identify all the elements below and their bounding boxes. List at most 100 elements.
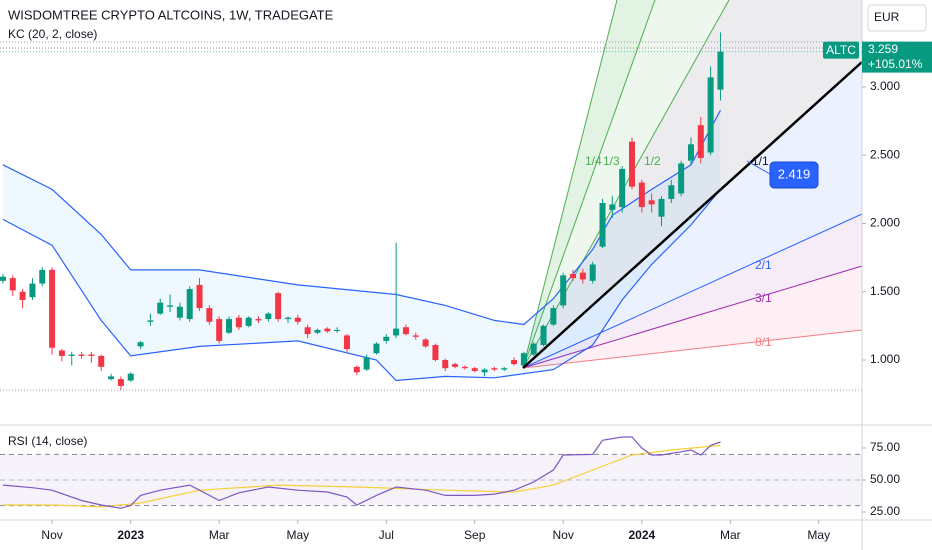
x-tick-label: Nov — [41, 528, 62, 542]
candle-body — [284, 317, 291, 320]
price-layer — [0, 32, 724, 391]
price-marker: 2.419 — [778, 166, 811, 181]
fan-line — [522, 265, 863, 369]
currency-button[interactable] — [867, 4, 927, 32]
fan-label: 1/4 — [585, 154, 602, 168]
y-tick-label: 3.000 — [870, 79, 900, 93]
candle-body — [412, 335, 419, 337]
price-marker-box[interactable] — [769, 161, 819, 189]
candle-body — [265, 313, 272, 320]
candle-body — [648, 200, 655, 205]
candle-body — [540, 325, 547, 345]
fan-line-1-1 — [522, 61, 863, 369]
candle-body — [127, 373, 134, 381]
x-tick-label: Mar — [720, 528, 741, 542]
candle-body — [550, 308, 557, 325]
candle-body — [373, 343, 380, 354]
fan-line — [522, 213, 863, 369]
candle-body — [393, 328, 400, 336]
candle-body — [678, 163, 685, 194]
candle-body — [619, 168, 626, 208]
fan-label: 1/2 — [644, 154, 661, 168]
candle-body — [176, 306, 183, 318]
change: +105.01% — [868, 57, 923, 71]
candle-body — [117, 379, 124, 386]
candle-body — [599, 203, 606, 247]
candle-body — [324, 328, 331, 332]
candle-body — [658, 198, 665, 217]
candle-body — [481, 369, 488, 373]
candle-body — [629, 141, 636, 187]
candle-body — [294, 317, 301, 322]
candle-body — [452, 364, 459, 367]
candle-body — [471, 368, 478, 371]
symbol: ALTC — [826, 43, 856, 57]
candle-body — [235, 317, 242, 328]
y-tick-label: 1.500 — [870, 284, 900, 298]
y-tick-label: 1.000 — [870, 352, 900, 366]
fan-label: 8/1 — [755, 335, 772, 349]
rsi-band — [0, 454, 862, 506]
x-tick-label: Mar — [209, 528, 230, 542]
fan-labels: 1/4 1/3 1/2 1/1 2/1 3/1 8/1 — [585, 154, 772, 349]
candle-body — [707, 77, 714, 153]
fan-label: 1/3 — [603, 154, 620, 168]
marker-leader — [746, 160, 771, 175]
candle-body — [363, 357, 370, 370]
candle-body — [68, 354, 75, 356]
candle-body — [196, 284, 203, 309]
y-tick-label: 2.500 — [870, 147, 900, 161]
fan-label: 2/1 — [755, 258, 772, 272]
candle-body — [609, 204, 616, 210]
candle-body — [511, 360, 518, 365]
candle-body — [687, 144, 694, 161]
candle-body — [579, 272, 586, 280]
fan-line — [522, 0, 730, 369]
candle-body — [442, 360, 449, 369]
candle-body — [255, 319, 262, 321]
candle-body — [530, 343, 537, 355]
fan-line — [522, 0, 618, 369]
y-tick-label: 25.00 — [870, 504, 900, 518]
x-tick-label: May — [286, 528, 309, 542]
symbol-tag — [823, 41, 859, 59]
candle-body — [88, 354, 95, 356]
candle-body — [383, 336, 390, 341]
candle-body — [501, 368, 508, 370]
x-tick-label: Sep — [464, 528, 486, 542]
chart-title: WISDOMTREE CRYPTO ALTCOINS, 1W, TRADEGAT… — [8, 7, 334, 22]
x-tick-label: 2024 — [628, 528, 655, 542]
last-price-box — [862, 41, 932, 73]
candle-body — [226, 319, 233, 333]
channel-lower — [2, 189, 721, 382]
x-tick-label: 2023 — [117, 528, 144, 542]
candle-body — [49, 269, 56, 348]
candle-body — [186, 289, 193, 320]
fan-label: 1/1 — [752, 154, 769, 168]
x-tick-label: Jul — [379, 528, 394, 542]
x-tick-label: May — [807, 528, 830, 542]
candle-body — [9, 278, 16, 291]
candle-body — [668, 185, 675, 199]
candle-body — [39, 269, 46, 284]
candle-body — [589, 264, 596, 281]
candle-body — [98, 355, 105, 367]
last-price: 3.259 — [868, 42, 898, 56]
candle-body — [304, 327, 311, 335]
fan-zone — [523, 0, 862, 368]
rsi-label: RSI (14, close) — [8, 434, 87, 448]
y-tick-label: 2.000 — [870, 216, 900, 230]
candle-body — [461, 366, 468, 369]
candle-body — [78, 354, 85, 356]
y-tick-label: 75.00 — [870, 440, 900, 454]
candle-body — [422, 339, 429, 347]
candle-body — [216, 319, 223, 341]
fan-line — [522, 329, 863, 369]
candle-body — [560, 275, 567, 306]
candle-body — [157, 302, 164, 314]
candle-body — [167, 305, 174, 307]
candle-body — [334, 329, 341, 331]
fan-label: 3/1 — [755, 291, 772, 305]
candle-body — [29, 283, 36, 298]
